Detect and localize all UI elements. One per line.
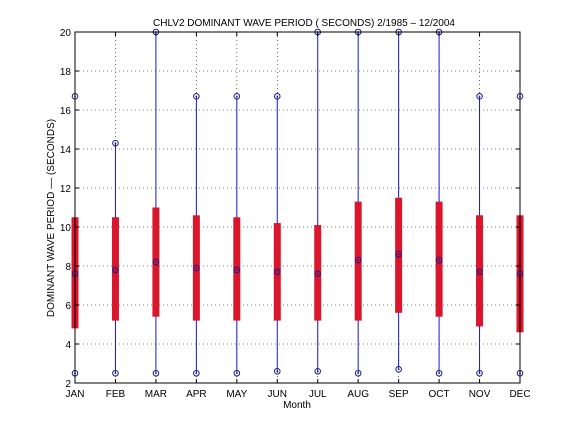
median-marker bbox=[233, 266, 241, 274]
min-marker-dot bbox=[276, 370, 279, 373]
y-tick-label: 12 bbox=[60, 184, 72, 195]
x-tick-label: FEB bbox=[106, 389, 126, 400]
median-marker bbox=[314, 270, 322, 278]
max-marker bbox=[273, 93, 281, 100]
min-marker-dot bbox=[155, 372, 157, 375]
max-marker bbox=[476, 93, 483, 100]
data-series bbox=[71, 28, 524, 377]
median-marker bbox=[193, 264, 200, 272]
min-marker bbox=[152, 369, 160, 377]
median-marker bbox=[395, 251, 402, 258]
x-tick-label: JUL bbox=[309, 389, 327, 400]
max-marker-dot bbox=[195, 95, 198, 98]
min-marker-dot bbox=[478, 372, 481, 375]
x-tick-label: JAN bbox=[66, 389, 85, 400]
box-group-nov bbox=[476, 93, 484, 377]
x-tick-label: MAY bbox=[226, 389, 247, 400]
min-marker bbox=[112, 369, 119, 377]
iqr-box bbox=[354, 201, 362, 321]
iqr-box bbox=[111, 217, 119, 321]
iqr-box bbox=[233, 217, 241, 321]
x-tick-label: AUG bbox=[347, 389, 369, 400]
min-marker bbox=[273, 368, 281, 375]
x-tick-label: JUN bbox=[268, 389, 287, 400]
median-marker bbox=[435, 256, 443, 264]
y-tick-label: 2 bbox=[65, 379, 71, 390]
box-group-sep bbox=[395, 28, 403, 373]
median-marker-dot bbox=[276, 270, 279, 273]
max-marker bbox=[233, 93, 241, 100]
max-marker-dot bbox=[276, 95, 279, 98]
y-tick-label: 6 bbox=[65, 301, 71, 312]
min-marker-dot bbox=[114, 372, 117, 375]
min-marker-dot bbox=[438, 372, 440, 375]
x-axis-label: Month bbox=[283, 400, 311, 411]
min-marker-dot bbox=[357, 372, 360, 375]
median-marker bbox=[112, 266, 119, 274]
iqr-box bbox=[435, 201, 443, 317]
min-marker bbox=[476, 369, 483, 377]
y-tick-label: 8 bbox=[65, 262, 71, 273]
median-marker-dot bbox=[357, 259, 360, 262]
y-tick-label: 14 bbox=[60, 145, 72, 156]
box-group-aug bbox=[354, 28, 362, 377]
axis-ticks: 2 4 6 8 10 12 14 16 18 20 JAN FEB MAR APR MAY JUN JUL AUG… bbox=[60, 28, 531, 400]
min-marker-dot bbox=[195, 372, 198, 375]
grid-lines bbox=[74, 31, 521, 384]
median-marker-dot bbox=[397, 253, 400, 256]
x-tick-label: NOV bbox=[469, 389, 491, 400]
max-marker-dot bbox=[114, 142, 117, 145]
min-marker bbox=[395, 366, 402, 373]
box-group-apr bbox=[192, 93, 200, 377]
max-marker bbox=[112, 139, 119, 147]
median-marker-dot bbox=[114, 269, 117, 271]
y-tick-label: 20 bbox=[60, 28, 72, 39]
max-marker-dot bbox=[235, 95, 238, 98]
max-marker bbox=[193, 93, 200, 100]
min-marker bbox=[435, 369, 443, 377]
box-group-jul bbox=[314, 28, 322, 375]
box-group-feb bbox=[111, 139, 119, 377]
y-axis-label: DOMINANT WAVE PERIOD –– (SECONDS) bbox=[46, 119, 57, 317]
x-tick-label: MAR bbox=[145, 389, 167, 400]
y-tick-label: 16 bbox=[60, 106, 72, 117]
x-tick-label: DEC bbox=[509, 389, 530, 400]
min-marker-dot bbox=[397, 368, 400, 371]
median-marker-dot bbox=[155, 261, 157, 263]
median-marker-dot bbox=[235, 269, 238, 271]
box-group-oct bbox=[435, 28, 443, 377]
median-marker bbox=[152, 258, 160, 266]
median-marker bbox=[354, 256, 362, 264]
min-marker bbox=[193, 369, 200, 377]
y-tick-label: 10 bbox=[60, 223, 72, 234]
y-tick-label: 18 bbox=[60, 67, 72, 78]
iqr-box bbox=[395, 197, 403, 313]
median-marker-dot bbox=[195, 267, 198, 269]
median-marker-dot bbox=[316, 272, 319, 275]
box-group-jun bbox=[273, 93, 281, 375]
box-group-may bbox=[233, 93, 241, 377]
min-marker bbox=[354, 369, 362, 377]
min-marker-dot bbox=[235, 372, 238, 375]
box-group-mar bbox=[152, 28, 160, 377]
min-marker bbox=[314, 368, 322, 375]
max-marker-dot bbox=[478, 95, 481, 98]
x-tick-label: APR bbox=[186, 389, 207, 400]
median-marker-dot bbox=[438, 259, 440, 262]
min-marker-dot bbox=[316, 370, 319, 373]
x-tick-label: SEP bbox=[389, 389, 409, 400]
y-tick-label: 4 bbox=[65, 340, 71, 351]
min-marker bbox=[233, 369, 241, 377]
chart-title: CHLV2 DOMINANT WAVE PERIOD ( SECONDS) 2/… bbox=[153, 18, 455, 29]
median-marker bbox=[273, 268, 281, 276]
median-marker-dot bbox=[478, 270, 481, 273]
plot-frame bbox=[74, 31, 521, 384]
iqr-box bbox=[314, 225, 322, 321]
x-tick-label: OCT bbox=[429, 389, 450, 400]
iqr-box bbox=[476, 215, 484, 327]
median-marker bbox=[476, 268, 483, 276]
